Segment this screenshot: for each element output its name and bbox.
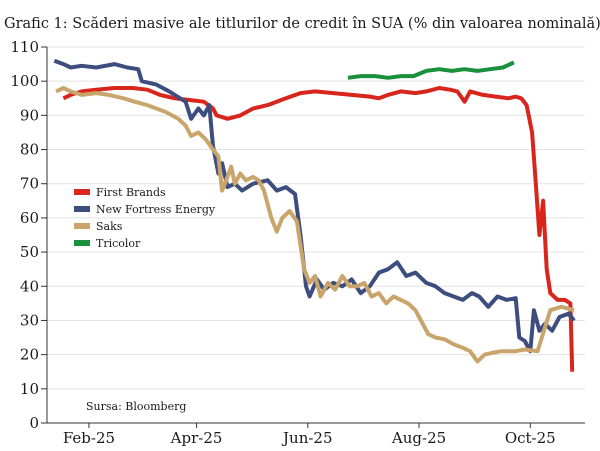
- gridlines: [47, 46, 585, 424]
- x-tick-label-aug-25: Aug-25: [391, 429, 446, 447]
- y-tick-label-110: 110: [10, 38, 39, 56]
- y-tick-label-80: 80: [20, 141, 39, 159]
- legend-swatch-first-brands: [74, 189, 90, 195]
- y-tick-label-90: 90: [20, 106, 39, 124]
- y-tick-label-30: 30: [20, 311, 39, 329]
- series-line-tricolor-1: [347, 60, 515, 80]
- legend-swatch-tricolor: [74, 240, 90, 246]
- x-tick-label-apr-25: Apr-25: [170, 429, 223, 447]
- legend-swatch-saks: [74, 223, 90, 229]
- y-tick-label-50: 50: [20, 243, 39, 261]
- y-tick-label-100: 100: [10, 72, 39, 90]
- series-line-saks: [55, 86, 575, 364]
- x-axis-ticks: Feb-25 Apr-25 Jun-25 Aug-25 Oct-25: [63, 423, 556, 447]
- legend-label-saks: Saks: [96, 220, 123, 233]
- series-line-new-fortress-energy: [53, 58, 576, 354]
- x-tick-label-feb-25: Feb-25: [63, 429, 115, 447]
- chart-title: Grafic 1: Scăderi masive ale titlurilor …: [4, 16, 600, 32]
- legend: First Brands New Fortress Energy Saks Trico…: [74, 186, 216, 250]
- chart-source: Sursa: Bloomberg: [86, 400, 186, 413]
- y-tick-label-20: 20: [20, 346, 39, 364]
- x-tick-label-jun-25: Jun-25: [281, 429, 333, 447]
- y-tick-label-40: 40: [20, 277, 39, 295]
- y-axis-ticks: 0 10 20 30 40 50 60 70 80 90 100 110: [10, 38, 585, 432]
- legend-label-first-brands: First Brands: [96, 186, 166, 199]
- y-tick-label-10: 10: [20, 380, 39, 398]
- y-tick-label-60: 60: [20, 209, 39, 227]
- legend-swatch-new-fortress-energy: [74, 206, 90, 212]
- y-tick-label-0: 0: [29, 414, 39, 432]
- series-line-first-brands: [62, 86, 575, 372]
- legend-label-tricolor: Tricolor: [96, 237, 141, 250]
- series-lines: [53, 58, 576, 372]
- y-tick-label-70: 70: [20, 175, 39, 193]
- x-tick-label-oct-25: Oct-25: [505, 429, 556, 447]
- legend-label-new-fortress-energy: New Fortress Energy: [96, 203, 216, 216]
